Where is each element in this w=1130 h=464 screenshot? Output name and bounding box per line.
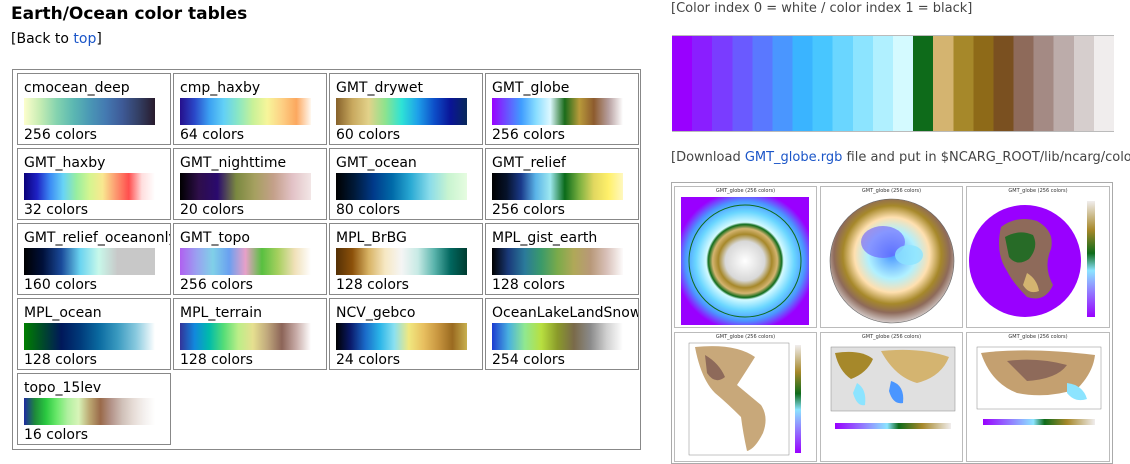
colortable-count: 128 colors — [180, 352, 253, 368]
colortable-name: GMT_nighttime — [180, 155, 287, 171]
example-caption: GMT_globe (256 colors) — [861, 188, 922, 194]
colortable-swatch[interactable] — [24, 98, 155, 125]
colortable-cell[interactable]: GMT_topo 256 colors — [173, 223, 327, 295]
colortable-cell[interactable]: GMT_relief_oceanonly 160 colors — [17, 223, 171, 295]
download-rgb-link[interactable]: GMT_globe.rgb — [744, 150, 843, 165]
colortable-cell[interactable]: MPL_ocean 128 colors — [17, 298, 171, 370]
colortable-cell[interactable]: cmocean_deep 256 colors — [17, 73, 171, 145]
colortable-name: GMT_ocean — [336, 155, 417, 171]
colortable-swatch[interactable] — [336, 323, 467, 350]
colortable-swatch[interactable] — [24, 398, 155, 425]
colortable-name: MPL_ocean — [24, 305, 102, 321]
colortable-swatch[interactable] — [180, 248, 311, 275]
colortable-cell[interactable]: GMT_haxby 32 colors — [17, 148, 171, 220]
example-plots: GMT_globe (256 colors) GMT_globe (256 co… — [671, 182, 1113, 464]
colortable-swatch[interactable] — [492, 248, 623, 275]
colormap-preview-bar — [672, 35, 1114, 132]
colortable-swatch[interactable] — [336, 248, 467, 275]
colortable-name: cmocean_deep — [24, 80, 130, 96]
page-title: Earth/Ocean color tables — [11, 4, 248, 24]
colortable-cell[interactable]: GMT_drywet 60 colors — [329, 73, 483, 145]
back-to-top: [Back to top] — [11, 31, 102, 47]
colortable-name: GMT_drywet — [336, 80, 423, 96]
colortable-cell[interactable]: cmp_haxby 64 colors — [173, 73, 327, 145]
colortable-count: 254 colors — [492, 352, 565, 368]
colortable-cell[interactable]: MPL_BrBG 128 colors — [329, 223, 483, 295]
example-caption: GMT_globe (256 colors) — [1008, 334, 1068, 340]
example-plot-world[interactable]: GMT_globe (256 colors) — [820, 332, 963, 462]
colortable-cell[interactable]: GMT_nighttime 20 colors — [173, 148, 327, 220]
colortable-count: 20 colors — [180, 202, 245, 218]
colortable-name: MPL_BrBG — [336, 230, 407, 246]
colortable-count: 256 colors — [180, 277, 253, 293]
globe-plot — [969, 201, 1095, 317]
top-link[interactable]: top — [73, 31, 97, 47]
colortable-name: MPL_gist_earth — [492, 230, 598, 246]
example-plot-americas[interactable]: GMT_globe (256 colors) — [674, 332, 817, 462]
rings-plot — [681, 197, 809, 325]
colortable-name: GMT_globe — [492, 80, 570, 96]
americas-plot — [688, 342, 801, 456]
colortable-cell[interactable]: MPL_gist_earth 128 colors — [485, 223, 639, 295]
example-caption: GMT_globe (256 colors) — [861, 334, 922, 340]
colortable-cell[interactable]: topo_15lev 16 colors — [17, 373, 171, 445]
colortable-cell[interactable]: NCV_gebco 24 colors — [329, 298, 483, 370]
colortable-count: 128 colors — [24, 352, 97, 368]
example-caption: GMT_globe (256 colors) — [715, 334, 776, 340]
colortable-swatch[interactable] — [24, 323, 155, 350]
colortable-swatch[interactable] — [180, 173, 311, 200]
colortable-count: 16 colors — [24, 427, 89, 443]
colortable-count: 128 colors — [492, 277, 565, 293]
colortable-grid: cmocean_deep 256 colors cmp_haxby 64 colors… — [12, 69, 641, 450]
colortable-cell[interactable]: OceanLakeLandSnow 254 colors — [485, 298, 639, 370]
colortable-swatch[interactable] — [336, 98, 467, 125]
example-plot-etopo[interactable]: GMT_globe (256 colors) — [966, 332, 1110, 462]
colortable-count: 256 colors — [492, 127, 565, 143]
colortable-swatch[interactable] — [24, 248, 155, 275]
colortable-swatch[interactable] — [336, 173, 467, 200]
colortable-swatch[interactable] — [492, 323, 623, 350]
world-plot — [830, 346, 956, 429]
colortable-name: GMT_relief_oceanonly — [24, 230, 171, 246]
example-plot-polar[interactable]: GMT_globe (256 colors) — [820, 186, 963, 328]
colortable-swatch[interactable] — [492, 173, 623, 200]
example-plot-rings[interactable]: GMT_globe (256 colors) — [674, 186, 817, 328]
example-caption: GMT_globe (256 colors) — [715, 188, 776, 194]
colortable-name: topo_15lev — [24, 380, 102, 396]
colortable-count: 60 colors — [336, 127, 401, 143]
example-plot-globe[interactable]: GMT_globe (256 colors) — [966, 186, 1110, 328]
colortable-count: 256 colors — [492, 202, 565, 218]
colortable-cell[interactable]: MPL_terrain 128 colors — [173, 298, 327, 370]
etopo-plot — [976, 346, 1102, 425]
colortable-cell[interactable]: GMT_globe 256 colors — [485, 73, 639, 145]
example-caption: GMT_globe (256 colors) — [1008, 188, 1068, 194]
colortable-name: GMT_haxby — [24, 155, 106, 171]
colortable-count: 256 colors — [24, 127, 97, 143]
colortable-swatch[interactable] — [180, 323, 311, 350]
colortable-count: 64 colors — [180, 127, 245, 143]
color-index-note: [Color index 0 = white / color index 1 =… — [671, 1, 973, 16]
download-note: [Download GMT_globe.rgb file and put in … — [671, 150, 1130, 165]
colortable-name: GMT_topo — [180, 230, 250, 246]
colortable-name: OceanLakeLandSnow — [492, 305, 639, 321]
colortable-swatch[interactable] — [24, 173, 155, 200]
colortable-count: 160 colors — [24, 277, 97, 293]
colortable-name: GMT_relief — [492, 155, 566, 171]
colortable-swatch[interactable] — [492, 98, 623, 125]
polar-plot — [829, 198, 955, 324]
colortable-name: cmp_haxby — [180, 80, 261, 96]
colortable-name: MPL_terrain — [180, 305, 263, 321]
colortable-cell[interactable]: GMT_ocean 80 colors — [329, 148, 483, 220]
colortable-count: 80 colors — [336, 202, 401, 218]
colortable-cell[interactable]: GMT_relief 256 colors — [485, 148, 639, 220]
colortable-name: NCV_gebco — [336, 305, 416, 321]
colortable-count: 24 colors — [336, 352, 401, 368]
colortable-count: 128 colors — [336, 277, 409, 293]
colortable-count: 32 colors — [24, 202, 89, 218]
colortable-swatch[interactable] — [180, 98, 311, 125]
